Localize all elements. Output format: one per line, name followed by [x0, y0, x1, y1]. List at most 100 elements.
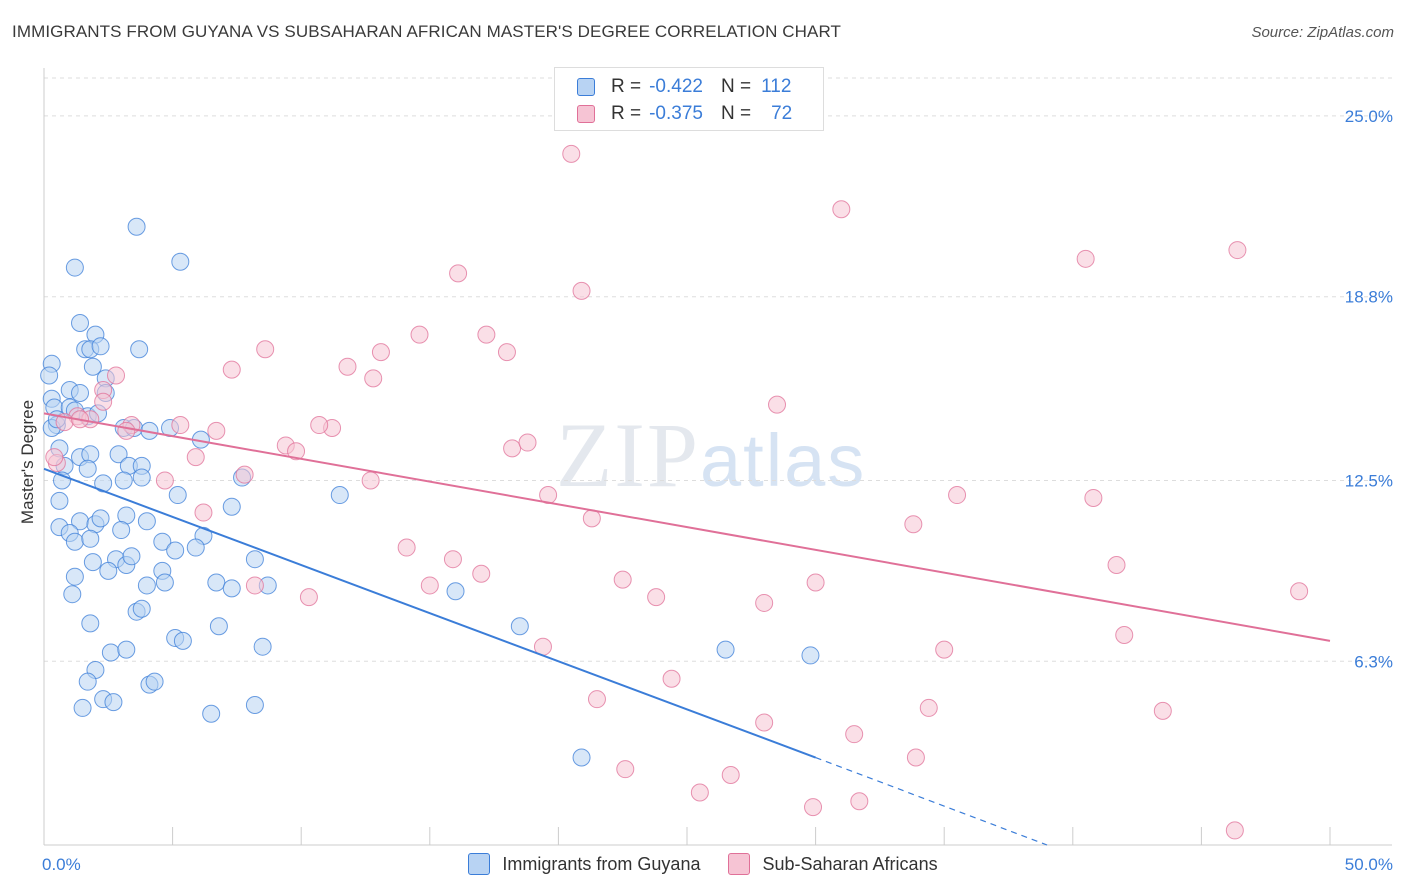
- y-tick-label: 6.3%: [1354, 652, 1393, 671]
- subsaharan-point: [806, 573, 825, 592]
- guyana-point: [40, 366, 59, 385]
- correlation-legend: R = -0.422 N = 112 R = -0.375 N = 72: [554, 67, 824, 131]
- subsaharan-point: [582, 509, 601, 528]
- guyana-point: [245, 550, 264, 569]
- guyana-point: [91, 509, 110, 528]
- guyana-point: [78, 459, 97, 478]
- guyana-point: [173, 631, 192, 650]
- watermark-zip: ZIP: [556, 404, 700, 506]
- guyana-point: [109, 445, 128, 464]
- subsaharan-point: [1225, 821, 1244, 840]
- x-tick-label: 50.0%: [1345, 855, 1393, 874]
- guyana-trend-extension: [815, 756, 1048, 846]
- subsaharan-point: [690, 783, 709, 802]
- guyana-point: [65, 567, 84, 586]
- series-legend: Immigrants from Guyana Sub-Saharan Afric…: [0, 851, 1406, 877]
- subsaharan-point: [804, 798, 823, 817]
- guyana-point: [83, 357, 102, 376]
- guyana-point: [166, 541, 185, 560]
- subsaharan-point: [1107, 556, 1126, 575]
- guyana-point: [117, 640, 136, 659]
- subsaharan-point: [397, 538, 416, 557]
- subsaharan-point: [186, 448, 205, 467]
- subsaharan-point: [443, 550, 462, 569]
- guyana-point: [104, 693, 123, 712]
- subsaharan-point: [721, 766, 740, 785]
- guyana-point: [65, 258, 84, 277]
- guyana-point: [153, 532, 172, 551]
- subsaharan-point: [572, 281, 591, 300]
- guyana-point: [73, 698, 92, 717]
- guyana-swatch: [577, 78, 595, 96]
- watermark-atlas: atlas: [700, 419, 867, 502]
- subsaharan-point: [420, 576, 439, 595]
- legend-label-guyana: Immigrants from Guyana: [502, 853, 701, 874]
- y-tick-label: 25.0%: [1345, 107, 1393, 126]
- subsaharan-point: [850, 792, 869, 811]
- subsaharan-point: [371, 343, 390, 362]
- y-tick-label: 12.5%: [1345, 471, 1393, 490]
- subsaharan-point: [613, 570, 632, 589]
- r-value: -0.375: [649, 103, 703, 124]
- subsaharan-point: [171, 416, 190, 435]
- subsaharan-point: [449, 264, 468, 283]
- subsaharan-point: [245, 576, 264, 595]
- guyana-point: [101, 643, 120, 662]
- subsaharan-point: [338, 357, 357, 376]
- guyana-point: [99, 561, 118, 580]
- y-tick-label: 18.8%: [1345, 288, 1393, 307]
- guyana-point: [83, 553, 102, 572]
- guyana-point: [132, 468, 151, 487]
- guyana-point: [245, 696, 264, 715]
- guyana-point: [65, 532, 84, 551]
- guyana-point: [186, 538, 205, 557]
- subsaharan-point: [562, 144, 581, 163]
- subsaharan-point: [832, 200, 851, 219]
- subsaharan-point: [207, 421, 226, 440]
- guyana-point: [137, 576, 156, 595]
- guyana-point: [330, 486, 349, 505]
- guyana-point: [253, 637, 272, 656]
- subsaharan-point: [904, 515, 923, 534]
- subsaharan-legend-swatch: [728, 853, 751, 875]
- guyana-point: [132, 599, 151, 618]
- subsaharan-point: [256, 340, 275, 359]
- guyana-trend-line: [43, 467, 816, 759]
- guyana-point: [81, 529, 100, 548]
- subsaharan-point: [310, 416, 329, 435]
- subsaharan-point: [768, 395, 787, 414]
- chart-title: IMMIGRANTS FROM GUYANA VS SUBSAHARAN AFR…: [12, 22, 842, 41]
- subsaharan-point: [755, 713, 774, 732]
- guyana-point: [71, 313, 90, 332]
- subsaharan-point: [364, 369, 383, 388]
- subsaharan-point: [1153, 701, 1172, 720]
- guyana-point: [78, 672, 97, 691]
- legend-item-subsaharan: Sub-Saharan Africans: [728, 853, 938, 875]
- guyana-point: [91, 337, 110, 356]
- guyana-point: [81, 614, 100, 633]
- subsaharan-point: [919, 698, 938, 717]
- subsaharan-point: [845, 725, 864, 744]
- subsaharan-point: [948, 486, 967, 505]
- source-label: Source: ZipAtlas.com: [1251, 24, 1394, 41]
- guyana-point: [510, 617, 529, 636]
- guyana-point: [63, 585, 82, 604]
- guyana-point: [222, 497, 241, 516]
- subsaharan-point: [503, 439, 522, 458]
- subsaharan-point: [287, 442, 306, 461]
- guyana-point: [112, 521, 131, 540]
- guyana-point: [122, 547, 141, 566]
- subsaharan-point: [1290, 582, 1309, 601]
- legend-row-subsaharan: R = -0.375 N = 72: [577, 101, 792, 127]
- guyana-legend-swatch: [468, 853, 491, 875]
- subsaharan-point: [647, 588, 666, 607]
- n-value: 72: [771, 103, 793, 124]
- subsaharan-point: [518, 433, 537, 452]
- guyana-point: [572, 748, 591, 767]
- subsaharan-point: [906, 748, 925, 767]
- n-value: 112: [761, 76, 792, 97]
- guyana-point: [50, 491, 69, 510]
- subsaharan-point: [155, 471, 174, 490]
- subsaharan-point: [1228, 241, 1247, 260]
- guyana-point: [127, 217, 146, 236]
